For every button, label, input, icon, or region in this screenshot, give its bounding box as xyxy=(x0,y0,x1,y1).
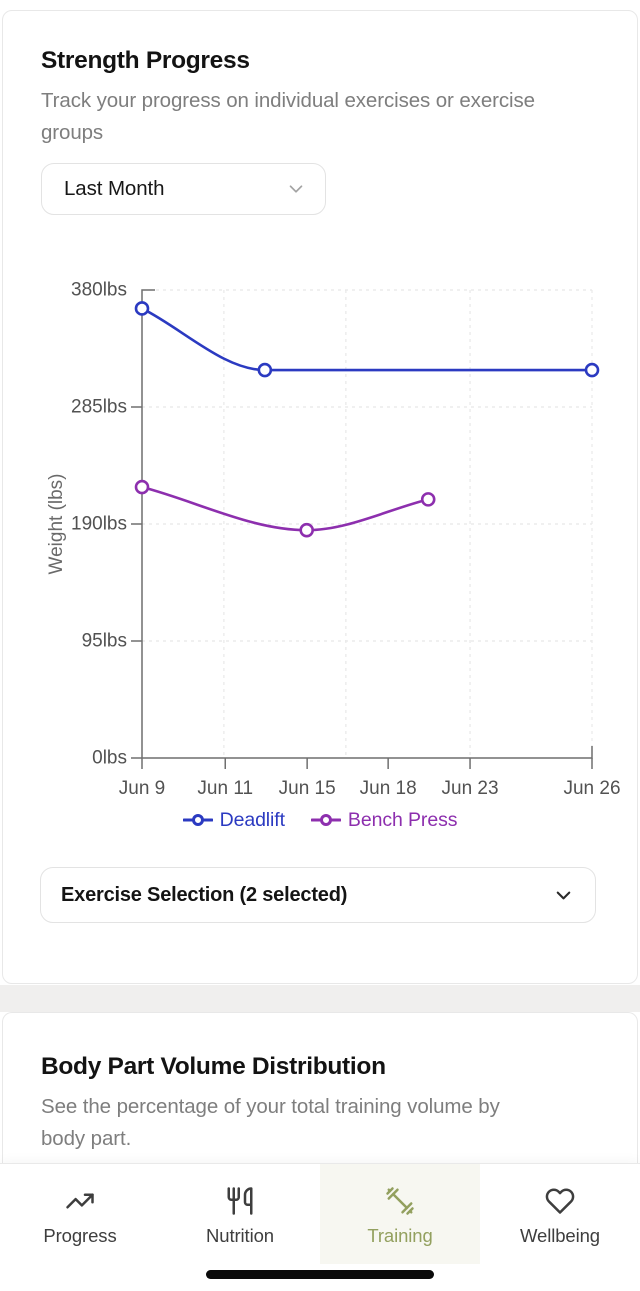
strength-progress-card: Strength Progress Track your progress on… xyxy=(2,10,638,984)
bottom-tab-bar: Progress Nutrition Training Wellbeing xyxy=(0,1163,640,1291)
svg-text:Jun 18: Jun 18 xyxy=(360,778,417,799)
legend-item-bench-press: Bench Press xyxy=(310,808,458,832)
svg-text:Jun 26: Jun 26 xyxy=(563,778,620,799)
tab-wellbeing[interactable]: Wellbeing xyxy=(480,1164,640,1264)
period-select[interactable]: Last Month xyxy=(41,163,326,215)
legend-item-deadlift: Deadlift xyxy=(182,808,285,832)
tab-training[interactable]: Training xyxy=(320,1164,480,1264)
period-select-value: Last Month xyxy=(64,177,165,200)
svg-text:95lbs: 95lbs xyxy=(82,631,127,652)
dumbbell-icon xyxy=(386,1187,414,1215)
svg-text:380lbs: 380lbs xyxy=(71,280,127,301)
svg-text:Jun 23: Jun 23 xyxy=(442,778,499,799)
tab-label: Training xyxy=(367,1225,433,1246)
strength-line-chart: 0lbs 95lbs 190lbs 285lbs 380lbs Jun 9 Jun 11 Ju… xyxy=(46,280,621,800)
card-divider-band xyxy=(0,985,640,1012)
line-marker-icon xyxy=(182,814,213,826)
svg-text:Weight (lbs): Weight (lbs) xyxy=(46,473,67,574)
svg-text:285lbs: 285lbs xyxy=(71,397,127,418)
trending-up-icon xyxy=(66,1193,94,1209)
svg-text:0lbs: 0lbs xyxy=(92,748,127,769)
utensils-icon xyxy=(227,1187,253,1215)
tab-nutrition[interactable]: Nutrition xyxy=(160,1164,320,1264)
exercise-selection-button[interactable]: Exercise Selection (2 selected) xyxy=(40,867,596,923)
svg-text:Jun 15: Jun 15 xyxy=(279,778,336,799)
tab-label: Nutrition xyxy=(206,1225,274,1246)
svg-text:Jun 9: Jun 9 xyxy=(119,778,165,799)
tab-label: Progress xyxy=(43,1225,117,1246)
tab-progress[interactable]: Progress xyxy=(0,1164,160,1264)
strength-card-title: Strength Progress xyxy=(41,47,250,74)
home-indicator[interactable] xyxy=(206,1270,434,1279)
chart-legend: Deadlift Bench Press xyxy=(0,804,640,836)
heart-icon xyxy=(545,1188,575,1214)
exercise-selection-label: Exercise Selection (2 selected) xyxy=(61,883,348,906)
volume-card-title: Body Part Volume Distribution xyxy=(41,1053,386,1080)
strength-card-subtitle: Track your progress on individual exerci… xyxy=(41,89,535,144)
body-part-volume-card: Body Part Volume Distribution See the pe… xyxy=(2,1012,638,1165)
chevron-down-icon xyxy=(556,891,571,899)
volume-card-subtitle: See the percentage of your total trainin… xyxy=(41,1095,500,1150)
svg-text:Jun 11: Jun 11 xyxy=(197,778,253,799)
legend-label: Deadlift xyxy=(219,808,285,831)
legend-label: Bench Press xyxy=(347,808,458,831)
line-marker-icon xyxy=(310,814,341,826)
chevron-down-icon xyxy=(289,185,303,193)
svg-text:190lbs: 190lbs xyxy=(71,514,127,535)
tab-label: Wellbeing xyxy=(519,1225,600,1246)
